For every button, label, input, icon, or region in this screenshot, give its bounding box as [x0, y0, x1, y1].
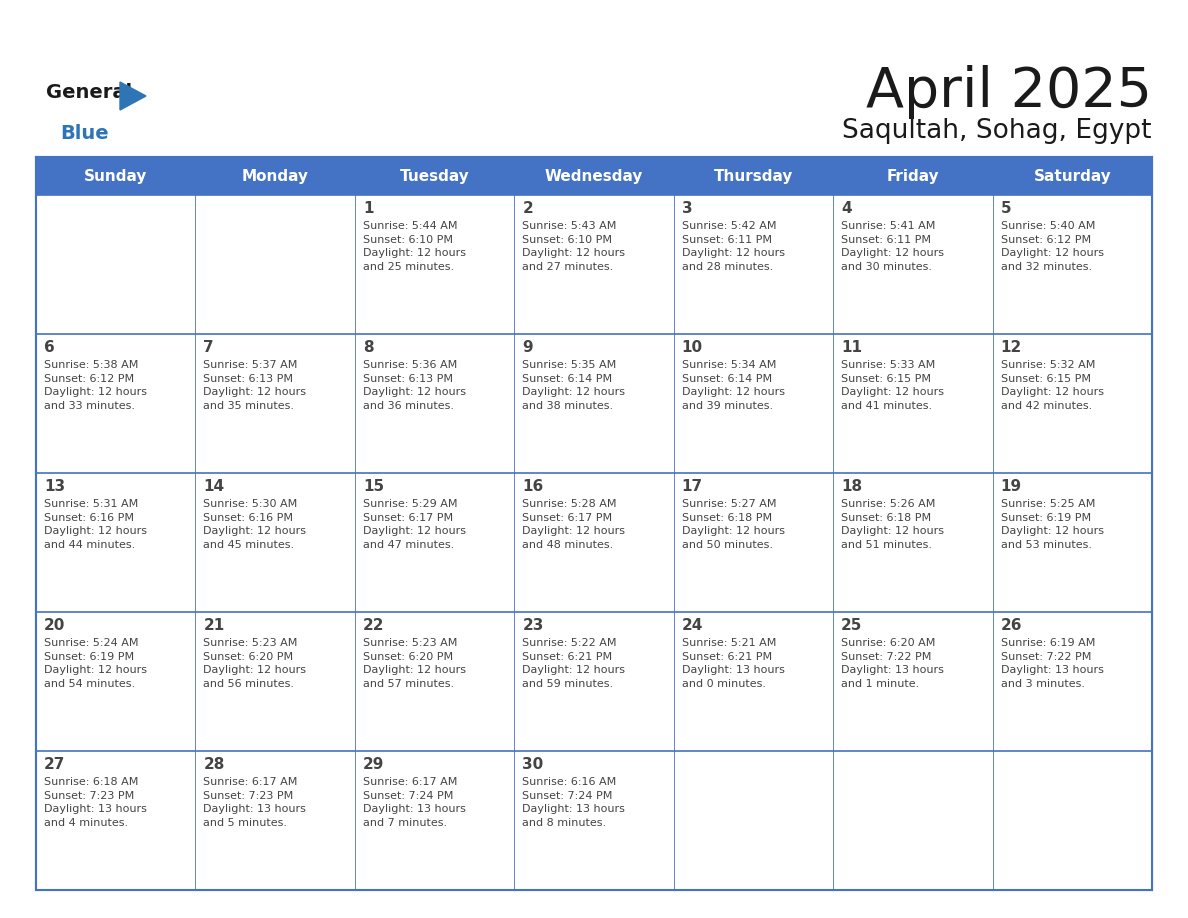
- Text: 2: 2: [523, 201, 533, 216]
- Text: 13: 13: [44, 479, 65, 494]
- Bar: [36, 195, 1152, 334]
- Text: 30: 30: [523, 757, 544, 772]
- Text: 8: 8: [362, 340, 373, 355]
- Text: Sunrise: 6:16 AM
Sunset: 7:24 PM
Daylight: 13 hours
and 8 minutes.: Sunrise: 6:16 AM Sunset: 7:24 PM Dayligh…: [523, 777, 625, 828]
- Text: Sunrise: 6:17 AM
Sunset: 7:23 PM
Daylight: 13 hours
and 5 minutes.: Sunrise: 6:17 AM Sunset: 7:23 PM Dayligh…: [203, 777, 307, 828]
- Text: 9: 9: [523, 340, 533, 355]
- Text: Sunrise: 5:26 AM
Sunset: 6:18 PM
Daylight: 12 hours
and 51 minutes.: Sunrise: 5:26 AM Sunset: 6:18 PM Dayligh…: [841, 499, 944, 550]
- Bar: [36, 751, 1152, 890]
- Text: 1: 1: [362, 201, 373, 216]
- Text: Monday: Monday: [241, 169, 309, 184]
- Text: Tuesday: Tuesday: [399, 169, 469, 184]
- Text: Sunrise: 5:28 AM
Sunset: 6:17 PM
Daylight: 12 hours
and 48 minutes.: Sunrise: 5:28 AM Sunset: 6:17 PM Dayligh…: [523, 499, 625, 550]
- Text: 21: 21: [203, 618, 225, 633]
- Text: Wednesday: Wednesday: [545, 169, 643, 184]
- Text: Sunrise: 5:22 AM
Sunset: 6:21 PM
Daylight: 12 hours
and 59 minutes.: Sunrise: 5:22 AM Sunset: 6:21 PM Dayligh…: [523, 638, 625, 688]
- Text: Sunrise: 5:23 AM
Sunset: 6:20 PM
Daylight: 12 hours
and 56 minutes.: Sunrise: 5:23 AM Sunset: 6:20 PM Dayligh…: [203, 638, 307, 688]
- Text: Sunrise: 5:21 AM
Sunset: 6:21 PM
Daylight: 13 hours
and 0 minutes.: Sunrise: 5:21 AM Sunset: 6:21 PM Dayligh…: [682, 638, 784, 688]
- Text: Sunrise: 5:42 AM
Sunset: 6:11 PM
Daylight: 12 hours
and 28 minutes.: Sunrise: 5:42 AM Sunset: 6:11 PM Dayligh…: [682, 221, 785, 272]
- Text: April 2025: April 2025: [866, 65, 1152, 119]
- Text: 26: 26: [1000, 618, 1022, 633]
- Bar: [36, 157, 1152, 890]
- Text: Sunrise: 5:44 AM
Sunset: 6:10 PM
Daylight: 12 hours
and 25 minutes.: Sunrise: 5:44 AM Sunset: 6:10 PM Dayligh…: [362, 221, 466, 272]
- Text: Sunrise: 6:19 AM
Sunset: 7:22 PM
Daylight: 13 hours
and 3 minutes.: Sunrise: 6:19 AM Sunset: 7:22 PM Dayligh…: [1000, 638, 1104, 688]
- Bar: [36, 157, 1152, 195]
- Text: 10: 10: [682, 340, 703, 355]
- Text: Thursday: Thursday: [714, 169, 794, 184]
- Text: Sunrise: 5:27 AM
Sunset: 6:18 PM
Daylight: 12 hours
and 50 minutes.: Sunrise: 5:27 AM Sunset: 6:18 PM Dayligh…: [682, 499, 785, 550]
- Text: 25: 25: [841, 618, 862, 633]
- Text: 22: 22: [362, 618, 385, 633]
- Text: 4: 4: [841, 201, 852, 216]
- Bar: [36, 334, 1152, 473]
- Text: 5: 5: [1000, 201, 1011, 216]
- Text: Sunrise: 5:37 AM
Sunset: 6:13 PM
Daylight: 12 hours
and 35 minutes.: Sunrise: 5:37 AM Sunset: 6:13 PM Dayligh…: [203, 360, 307, 410]
- Text: Sunrise: 5:41 AM
Sunset: 6:11 PM
Daylight: 12 hours
and 30 minutes.: Sunrise: 5:41 AM Sunset: 6:11 PM Dayligh…: [841, 221, 944, 272]
- Text: Sunrise: 5:31 AM
Sunset: 6:16 PM
Daylight: 12 hours
and 44 minutes.: Sunrise: 5:31 AM Sunset: 6:16 PM Dayligh…: [44, 499, 147, 550]
- Text: 17: 17: [682, 479, 703, 494]
- Text: Sunrise: 6:18 AM
Sunset: 7:23 PM
Daylight: 13 hours
and 4 minutes.: Sunrise: 6:18 AM Sunset: 7:23 PM Dayligh…: [44, 777, 147, 828]
- Text: Sunday: Sunday: [84, 169, 147, 184]
- Text: Sunrise: 5:30 AM
Sunset: 6:16 PM
Daylight: 12 hours
and 45 minutes.: Sunrise: 5:30 AM Sunset: 6:16 PM Dayligh…: [203, 499, 307, 550]
- Text: Sunrise: 5:24 AM
Sunset: 6:19 PM
Daylight: 12 hours
and 54 minutes.: Sunrise: 5:24 AM Sunset: 6:19 PM Dayligh…: [44, 638, 147, 688]
- Polygon shape: [120, 82, 146, 110]
- Text: 29: 29: [362, 757, 384, 772]
- Text: Sunrise: 6:20 AM
Sunset: 7:22 PM
Daylight: 13 hours
and 1 minute.: Sunrise: 6:20 AM Sunset: 7:22 PM Dayligh…: [841, 638, 944, 688]
- Text: Sunrise: 5:35 AM
Sunset: 6:14 PM
Daylight: 12 hours
and 38 minutes.: Sunrise: 5:35 AM Sunset: 6:14 PM Dayligh…: [523, 360, 625, 410]
- Text: 20: 20: [44, 618, 65, 633]
- Text: 16: 16: [523, 479, 544, 494]
- Text: 7: 7: [203, 340, 214, 355]
- Text: Sunrise: 5:36 AM
Sunset: 6:13 PM
Daylight: 12 hours
and 36 minutes.: Sunrise: 5:36 AM Sunset: 6:13 PM Dayligh…: [362, 360, 466, 410]
- Text: 18: 18: [841, 479, 862, 494]
- Text: 23: 23: [523, 618, 544, 633]
- Text: Sunrise: 6:17 AM
Sunset: 7:24 PM
Daylight: 13 hours
and 7 minutes.: Sunrise: 6:17 AM Sunset: 7:24 PM Dayligh…: [362, 777, 466, 828]
- Text: 6: 6: [44, 340, 55, 355]
- Text: 27: 27: [44, 757, 65, 772]
- Text: 11: 11: [841, 340, 862, 355]
- Text: Sunrise: 5:23 AM
Sunset: 6:20 PM
Daylight: 12 hours
and 57 minutes.: Sunrise: 5:23 AM Sunset: 6:20 PM Dayligh…: [362, 638, 466, 688]
- Text: Sunrise: 5:32 AM
Sunset: 6:15 PM
Daylight: 12 hours
and 42 minutes.: Sunrise: 5:32 AM Sunset: 6:15 PM Dayligh…: [1000, 360, 1104, 410]
- Text: 3: 3: [682, 201, 693, 216]
- Text: Sunrise: 5:29 AM
Sunset: 6:17 PM
Daylight: 12 hours
and 47 minutes.: Sunrise: 5:29 AM Sunset: 6:17 PM Dayligh…: [362, 499, 466, 550]
- Text: 15: 15: [362, 479, 384, 494]
- Text: Sunrise: 5:43 AM
Sunset: 6:10 PM
Daylight: 12 hours
and 27 minutes.: Sunrise: 5:43 AM Sunset: 6:10 PM Dayligh…: [523, 221, 625, 272]
- Text: Saturday: Saturday: [1034, 169, 1111, 184]
- Text: 24: 24: [682, 618, 703, 633]
- Text: Friday: Friday: [886, 169, 940, 184]
- Text: Saqultah, Sohag, Egypt: Saqultah, Sohag, Egypt: [842, 118, 1152, 144]
- Bar: [36, 612, 1152, 751]
- Text: 12: 12: [1000, 340, 1022, 355]
- Text: Sunrise: 5:38 AM
Sunset: 6:12 PM
Daylight: 12 hours
and 33 minutes.: Sunrise: 5:38 AM Sunset: 6:12 PM Dayligh…: [44, 360, 147, 410]
- Text: Blue: Blue: [61, 124, 108, 143]
- Text: Sunrise: 5:25 AM
Sunset: 6:19 PM
Daylight: 12 hours
and 53 minutes.: Sunrise: 5:25 AM Sunset: 6:19 PM Dayligh…: [1000, 499, 1104, 550]
- Text: 28: 28: [203, 757, 225, 772]
- Text: 14: 14: [203, 479, 225, 494]
- Text: 19: 19: [1000, 479, 1022, 494]
- Text: Sunrise: 5:33 AM
Sunset: 6:15 PM
Daylight: 12 hours
and 41 minutes.: Sunrise: 5:33 AM Sunset: 6:15 PM Dayligh…: [841, 360, 944, 410]
- Text: Sunrise: 5:40 AM
Sunset: 6:12 PM
Daylight: 12 hours
and 32 minutes.: Sunrise: 5:40 AM Sunset: 6:12 PM Dayligh…: [1000, 221, 1104, 272]
- Text: Sunrise: 5:34 AM
Sunset: 6:14 PM
Daylight: 12 hours
and 39 minutes.: Sunrise: 5:34 AM Sunset: 6:14 PM Dayligh…: [682, 360, 785, 410]
- Bar: [36, 473, 1152, 612]
- Text: General: General: [46, 83, 132, 102]
